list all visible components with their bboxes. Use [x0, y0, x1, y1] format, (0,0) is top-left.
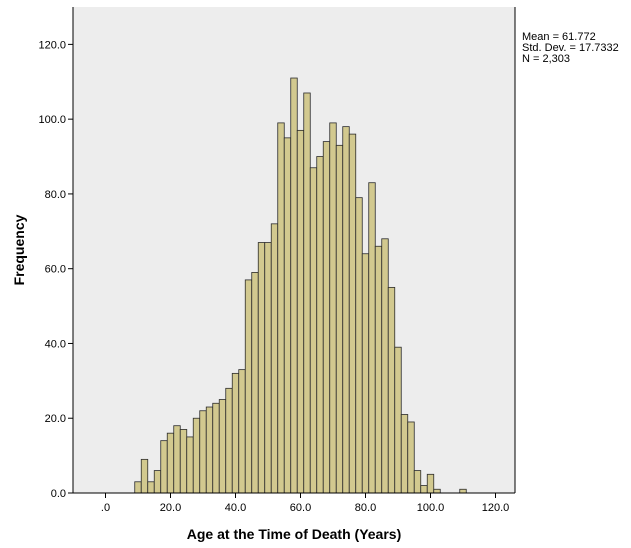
histogram-bar [147, 481, 155, 494]
histogram-bar [231, 372, 240, 494]
y-tick-label: 100.0 [38, 114, 66, 126]
histogram-bar [413, 470, 422, 494]
histogram-bar [283, 137, 292, 494]
histogram-bar [218, 399, 227, 494]
y-tick-label: 120.0 [38, 39, 66, 51]
x-tick-label: 100.0 [417, 502, 445, 514]
x-tick-label: 120.0 [482, 502, 510, 514]
histogram-bar [244, 279, 253, 494]
histogram-bar [179, 429, 188, 494]
histogram-bar [420, 485, 428, 494]
histogram-bar [394, 346, 402, 494]
histogram-bar [309, 167, 318, 494]
histogram-bar [303, 92, 311, 494]
y-axis-title: Frequency [11, 214, 27, 285]
histogram-bar [212, 402, 220, 494]
y-tick-label: 60.0 [45, 264, 66, 276]
histogram-bar [134, 481, 142, 494]
histogram-bar [407, 421, 415, 494]
x-tick-label: 60.0 [290, 502, 311, 514]
histogram-bar [173, 425, 181, 494]
histogram-bar [264, 242, 272, 494]
y-tick-label: 40.0 [45, 338, 66, 350]
histogram-bar [192, 417, 201, 494]
histogram-bar [205, 406, 214, 494]
histogram-bar [153, 470, 162, 494]
x-tick-label: 40.0 [225, 502, 246, 514]
x-tick-label: 80.0 [355, 502, 376, 514]
histogram-bar [322, 141, 331, 494]
histogram-bar [348, 133, 357, 494]
stat-std-dev: Std. Dev. = 17.7332 [522, 42, 619, 54]
histogram-bar [296, 129, 305, 494]
histogram-bar [368, 182, 376, 494]
histogram-bar [433, 488, 441, 494]
histogram-bar [387, 286, 396, 494]
histogram-bar [257, 242, 266, 494]
histogram-bar [329, 122, 337, 494]
histogram-bar [277, 122, 285, 494]
histogram-bar [426, 473, 435, 494]
histogram-bar [381, 238, 389, 494]
x-tick-label: .0 [101, 502, 110, 514]
histogram-bar [355, 197, 363, 494]
histogram-bar [251, 272, 259, 494]
histogram-bar [186, 436, 194, 494]
x-axis-ticks: .0 20.0 40.0 60.0 80.0 100.0 120.0 [101, 493, 509, 514]
y-axis-ticks: 0.0 20.0 40.0 60.0 80.0 100.0 120.0 [38, 39, 73, 500]
histogram-bar [166, 432, 175, 494]
stat-n: N = 2,303 [522, 53, 570, 65]
histogram-bar [238, 369, 246, 494]
histogram-bar [160, 440, 168, 494]
histogram-bar [290, 77, 298, 494]
histogram-bar [140, 458, 149, 494]
histogram-bar [400, 414, 409, 494]
y-tick-label: 80.0 [45, 189, 66, 201]
x-axis-title: Age at the Time of Death (Years) [187, 526, 401, 542]
histogram-bar [361, 253, 370, 494]
histogram-bar [270, 223, 279, 494]
histogram-bar [335, 144, 344, 494]
stat-mean: Mean = 61.772 [522, 31, 596, 43]
x-tick-label: 20.0 [160, 502, 181, 514]
histogram-bar [459, 488, 467, 494]
histogram-bar [342, 126, 350, 494]
y-tick-label: 20.0 [45, 413, 66, 425]
histogram-bar [374, 245, 383, 494]
histogram-bar [316, 156, 324, 494]
y-tick-label: 0.0 [51, 488, 66, 500]
histogram-bar [225, 387, 233, 494]
histogram-bar [199, 410, 207, 494]
